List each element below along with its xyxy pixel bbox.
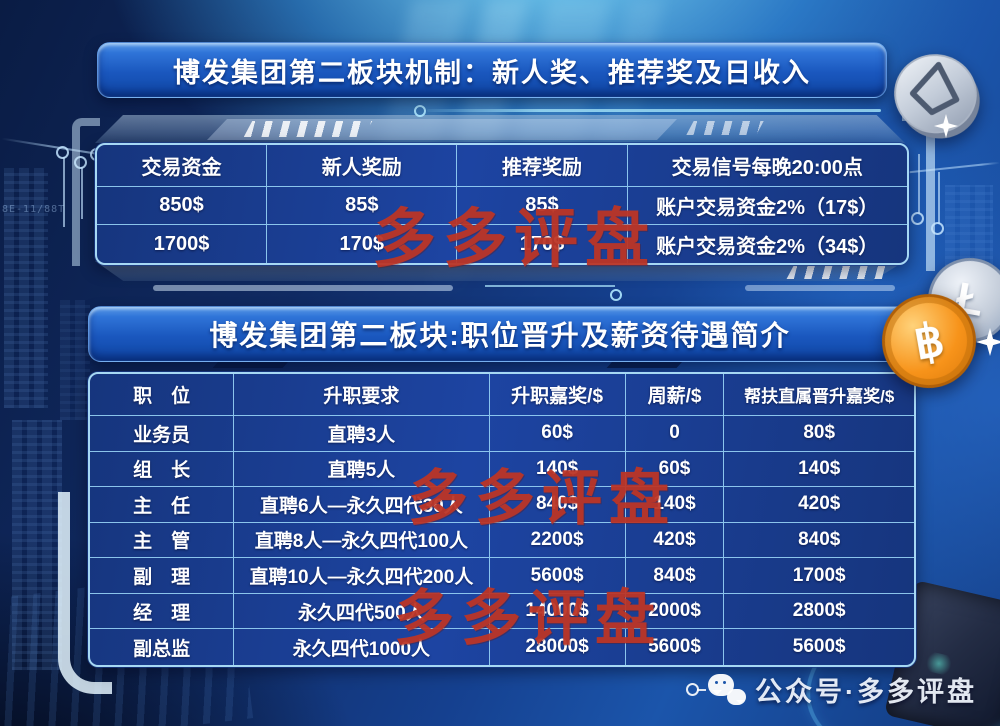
table-cell: 850$ — [97, 187, 268, 225]
circuit-pin-icon — [911, 154, 924, 225]
table-cell: 840$ — [489, 487, 626, 523]
matrix-code-texture — [4, 168, 48, 408]
banner2-text: 博发集团第二板块:职位晋升及薪资待遇简介 — [209, 320, 791, 351]
watermark: 多多评盘 — [372, 204, 656, 275]
hatch-marks — [686, 121, 764, 135]
promotion-table: 职 位升职要求 升职嘉奖/$ 周薪/$ 帮扶直属晋升嘉奖/$ 业务员 直聘3人 60$ 0 80… — [88, 372, 916, 667]
background-noise-text: 8E-11/88T — [2, 204, 66, 215]
table-cell: 5600$ — [626, 629, 725, 665]
column-header: 推荐奖励 — [457, 145, 628, 187]
ethereum-coin-icon — [894, 54, 980, 139]
table-cell: 1700$ — [724, 558, 914, 594]
column-header: 帮扶直属晋升嘉奖/$ — [724, 374, 914, 416]
table-cell: 直聘8人—永久四代100人 — [234, 522, 490, 559]
table-cell: 60$ — [625, 451, 725, 488]
table-cell: 直聘5人 — [234, 451, 490, 488]
table-cell: 5600$ — [792, 636, 846, 658]
table-cell: 永久四代500人 — [234, 593, 490, 630]
hud-frame-top — [95, 103, 905, 143]
table-cell: 副总监 — [90, 629, 235, 665]
hatch-marks — [786, 266, 894, 279]
footer-account: 公众号·多多评盘 — [686, 670, 977, 709]
table-cell: 主 管 — [90, 522, 235, 559]
column-header: 升职嘉奖/$ — [489, 374, 626, 416]
banner1-text: 博发集团第二板块机制：新人奖、推荐奖及日收入 — [173, 57, 811, 88]
banner-title-rewards: 博发集团第二板块机制：新人奖、推荐奖及日收入 — [97, 42, 887, 98]
table-cell: 14000$ — [489, 593, 626, 630]
watermark: 多多评盘 — [408, 466, 676, 532]
circuit-pin-icon — [56, 146, 69, 227]
footer-label: 公众号·多多评盘 — [755, 677, 977, 707]
table-cell: 账户交易资金2%（34$） — [656, 235, 879, 258]
table-cell: 80$ — [724, 416, 914, 452]
watermark: 多多评盘 — [394, 586, 662, 652]
table-cell: 主 任 — [90, 487, 235, 523]
hatch-marks — [243, 121, 373, 137]
table-cell: 直聘6人—永久四代30人 — [234, 487, 490, 523]
table-cell: 28000$ — [490, 629, 626, 665]
table-cell: 170$ — [267, 225, 458, 263]
table-cell: 经 理 — [90, 593, 235, 630]
table-cell: 170$ — [457, 225, 628, 263]
table-cell: 85$ — [457, 187, 628, 225]
table-cell: 1700$ — [97, 225, 268, 263]
matrix-code-texture — [60, 300, 90, 420]
table-cell: 5600$ — [489, 558, 626, 594]
table-cell: 2800$ — [724, 594, 914, 630]
wechat-icon — [708, 674, 746, 705]
bitcoin-glyph: ฿ — [910, 312, 948, 370]
table-cell: 60$ — [489, 416, 626, 452]
table-cell: 2000$ — [625, 593, 725, 630]
column-header: 交易信号每晚20:00点 — [627, 145, 907, 187]
table-cell: 420$ — [625, 522, 725, 559]
frame-corner — [72, 118, 100, 266]
table-cell: 直聘10人—永久四代200人 — [234, 558, 490, 594]
table-cell: 85$ — [267, 187, 458, 225]
table-cell: 840$ — [625, 558, 725, 594]
table-cell: 420$ — [724, 487, 914, 523]
table-cell: 140$ — [724, 452, 914, 488]
banner-title-promotion: 博发集团第二板块:职位晋升及薪资待遇简介 — [88, 306, 912, 362]
table-cell: 直聘3人 — [234, 416, 490, 452]
table-cell: 2200$ — [489, 522, 626, 559]
table-cell: 账户交易资金2%（17$） — [627, 187, 907, 225]
hud-frame-bottom — [95, 261, 905, 301]
table-cell: 840$ — [724, 523, 914, 559]
table-cell: 永久四代1000人 — [234, 629, 490, 665]
column-header: 新人奖励 — [267, 145, 458, 187]
link-dot-icon — [686, 683, 706, 696]
table-cell: 副 理 — [90, 558, 235, 594]
column-header: 升职要求 — [234, 374, 490, 416]
table-cell: 140$ — [625, 487, 725, 523]
matrix-code-texture — [12, 420, 62, 670]
table-cell: 业务员 — [90, 416, 235, 452]
rewards-table: 交易资金 新人奖励 推荐奖励 交易信号每晚20:00点 850$ 85$ 85$ 账户交易资金… — [95, 143, 909, 265]
table-cell: 140$ — [489, 451, 626, 488]
table-cell: 组 长 — [90, 451, 235, 488]
column-header: 交易资金 — [97, 145, 268, 187]
column-header: 职 位 — [90, 374, 235, 416]
table-cell: 0 — [625, 416, 725, 452]
column-header: 周薪/$ — [625, 374, 725, 416]
